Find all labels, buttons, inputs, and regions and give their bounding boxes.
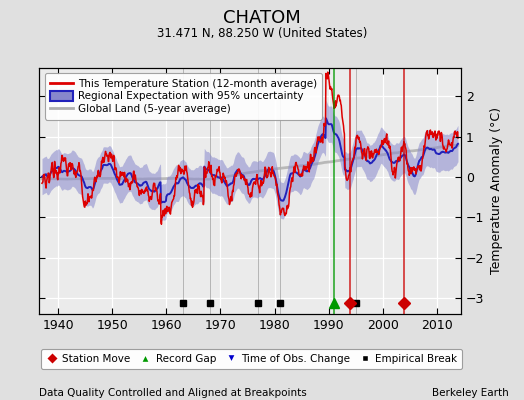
Text: 31.471 N, 88.250 W (United States): 31.471 N, 88.250 W (United States): [157, 28, 367, 40]
Text: Berkeley Earth: Berkeley Earth: [432, 388, 508, 398]
Text: CHATOM: CHATOM: [223, 9, 301, 27]
Legend: This Temperature Station (12-month average), Regional Expectation with 95% uncer: This Temperature Station (12-month avera…: [45, 73, 322, 120]
Text: Data Quality Controlled and Aligned at Breakpoints: Data Quality Controlled and Aligned at B…: [39, 388, 307, 398]
Legend: Station Move, Record Gap, Time of Obs. Change, Empirical Break: Station Move, Record Gap, Time of Obs. C…: [40, 349, 463, 369]
Y-axis label: Temperature Anomaly (°C): Temperature Anomaly (°C): [490, 108, 503, 274]
